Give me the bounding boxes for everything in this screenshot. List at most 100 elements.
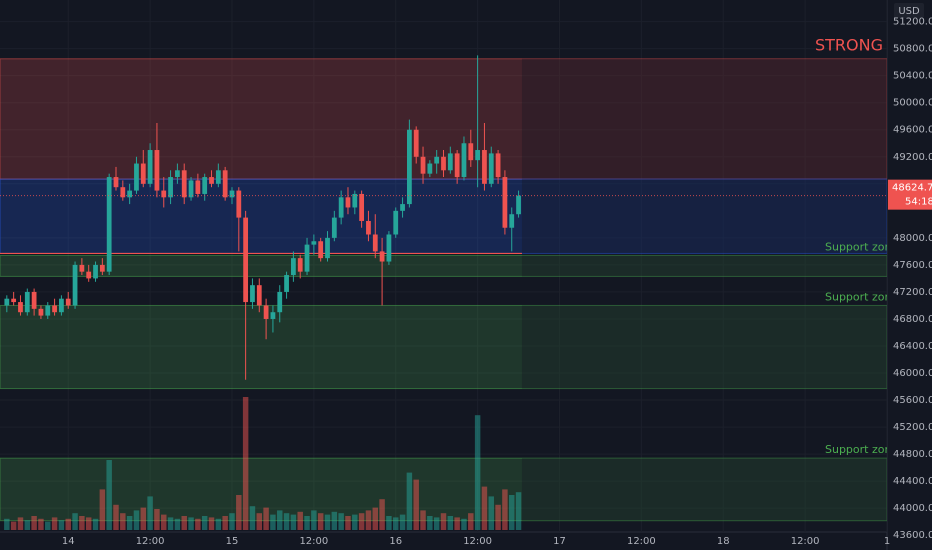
volume-bar <box>208 517 215 530</box>
candle-body <box>147 150 153 184</box>
zone-label: Support zone <box>825 290 898 303</box>
candle-body <box>475 150 481 161</box>
y-tick-label: 47200.00 <box>893 287 932 298</box>
volume-bar <box>338 513 344 530</box>
candle-body <box>202 177 208 194</box>
plot-area: STRONG R Support zone Support zone Support … <box>0 35 899 530</box>
volume-bar <box>433 517 440 530</box>
volume-bar <box>120 513 126 530</box>
x-tick-label: 16 <box>389 536 402 547</box>
y-tick-label: 50800.00 <box>893 44 932 55</box>
candle-body <box>45 305 51 316</box>
y-tick-label: 43600.00 <box>893 530 932 541</box>
x-tick-label: 17 <box>553 536 566 547</box>
y-tick-label: 49200.00 <box>893 152 932 163</box>
volume-bar <box>311 510 317 530</box>
volume-bar <box>195 518 201 530</box>
y-tick-label: 44800.00 <box>893 449 932 460</box>
candle-body <box>427 163 433 174</box>
zone-future-shade <box>521 58 887 180</box>
candle-body <box>366 220 371 235</box>
candle-body <box>447 153 453 171</box>
candle-body <box>99 264 105 272</box>
zone <box>0 254 887 277</box>
volume-bar <box>51 517 58 530</box>
candle-body <box>106 177 112 272</box>
y-tick-label: 46000.00 <box>893 368 932 379</box>
zone-label: STRONG R <box>815 35 899 54</box>
zone-future-shade <box>521 305 887 389</box>
volume-bar <box>454 517 460 530</box>
volume-bar <box>440 513 447 530</box>
volume-bar <box>372 507 378 530</box>
y-tick-label: 45200.00 <box>893 422 932 433</box>
y-tick-label: 49600.00 <box>893 125 932 136</box>
candle-body <box>120 187 126 198</box>
candle-body <box>140 163 146 184</box>
candle-body <box>4 298 10 306</box>
volume-bar <box>399 514 406 530</box>
candle-body <box>209 177 214 184</box>
candle-body <box>79 264 85 272</box>
y-tick-label: 48000.00 <box>893 233 932 244</box>
x-tick-label: 18 <box>717 536 730 547</box>
candle-body <box>127 190 133 198</box>
candle-body <box>11 298 17 303</box>
candle-body <box>359 193 365 221</box>
candle-body <box>338 197 344 218</box>
volume-bar <box>317 513 324 530</box>
volume-bar <box>181 516 187 530</box>
volume-bar <box>331 511 338 530</box>
candle-body <box>406 129 412 205</box>
volume-bar <box>386 516 392 530</box>
volume-bar <box>365 510 372 530</box>
candle-body <box>325 237 330 259</box>
candle-body <box>441 156 446 171</box>
volume-bar <box>31 516 37 530</box>
volume-bar <box>358 513 365 530</box>
candle-body <box>181 170 187 198</box>
volume-bar <box>38 518 44 530</box>
volume-bar <box>427 516 433 530</box>
y-tick-label: 45600.00 <box>893 395 932 406</box>
candle-body <box>461 143 467 178</box>
volume-bar <box>249 506 256 530</box>
volume-bar <box>222 516 228 530</box>
volume-bar <box>17 517 24 530</box>
volume-bar <box>420 510 426 530</box>
candle-body <box>168 177 173 198</box>
candle-body <box>400 204 405 211</box>
candle-body <box>372 234 378 252</box>
x-tick-label: 12:00 <box>299 536 328 547</box>
candle-body <box>52 305 57 313</box>
volume-bar <box>201 516 208 530</box>
zone-future-shade <box>521 255 887 277</box>
volume-bar <box>72 513 78 530</box>
volume-bar <box>474 415 481 530</box>
volume-bar <box>352 514 358 530</box>
volume-bar <box>154 509 160 530</box>
candle-body <box>18 302 23 313</box>
volume-bar <box>263 507 269 530</box>
price-axis <box>887 0 932 550</box>
volume-bar <box>297 511 303 530</box>
volume-bar <box>4 518 10 530</box>
candle-body <box>188 180 194 198</box>
volume-bar <box>45 521 51 530</box>
candle-body <box>413 129 419 157</box>
candle-body <box>263 305 269 319</box>
volume-bar <box>147 496 153 530</box>
volume-bar <box>461 518 467 530</box>
candle-body <box>161 190 167 198</box>
volume-bar <box>515 492 522 530</box>
volume-bar <box>324 514 331 530</box>
volume-bar <box>406 472 413 530</box>
zone-label: Support zone <box>825 443 898 456</box>
volume-bar <box>495 504 501 530</box>
candle-body <box>31 291 37 309</box>
volume-bar <box>126 516 133 530</box>
candle-body <box>502 177 508 228</box>
candle-body <box>393 210 399 235</box>
zone <box>0 304 887 390</box>
